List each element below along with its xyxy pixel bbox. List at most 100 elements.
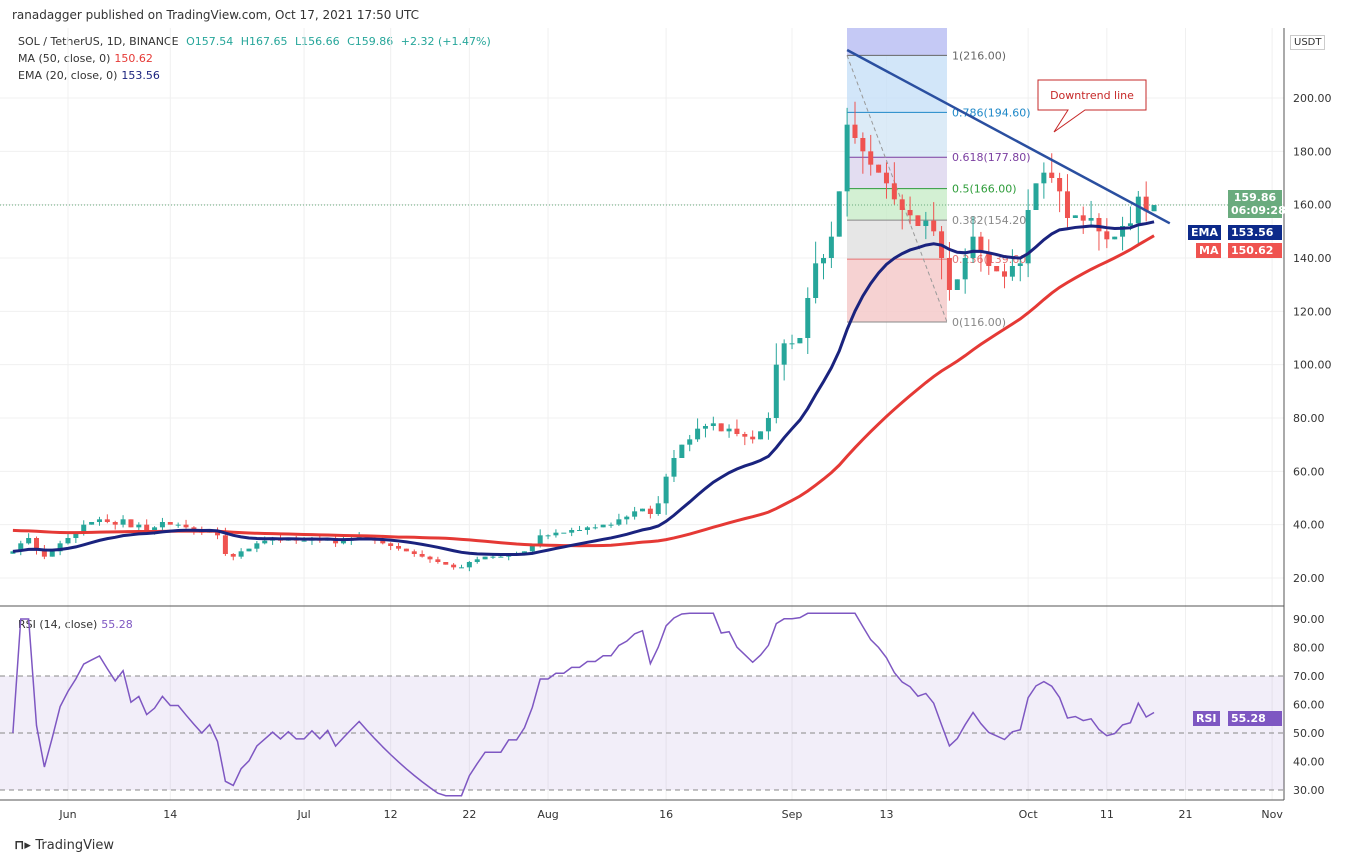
candle: [246, 548, 252, 552]
candle: [396, 545, 402, 549]
candle: [545, 535, 551, 537]
x-tick-label: Jun: [58, 808, 76, 821]
candle: [262, 540, 268, 544]
candle: [710, 423, 716, 426]
price-tick-label: 60.00: [1293, 465, 1325, 478]
candle: [175, 524, 181, 526]
candle: [702, 425, 708, 429]
published-info: ranadagger published on TradingView.com,…: [12, 8, 419, 22]
fib-zone: [847, 220, 947, 260]
fib-zone: [847, 28, 947, 56]
rsi-value: 55.28: [101, 618, 133, 631]
candle: [65, 537, 71, 544]
downtrend-line: [846, 48, 1171, 225]
candle: [96, 519, 102, 522]
candle: [577, 529, 583, 531]
candle: [1033, 183, 1039, 210]
price-tick-label: 120.00: [1293, 305, 1332, 318]
candle: [136, 524, 142, 528]
candle: [671, 457, 677, 477]
x-tick-label: Nov: [1261, 808, 1283, 821]
candle: [301, 540, 307, 542]
ohlc-high: H167.65: [240, 35, 288, 48]
candle: [128, 519, 134, 528]
price-tick-label: 20.00: [1293, 572, 1325, 585]
rsi-tick-label: 90.00: [1293, 613, 1325, 626]
candle: [537, 535, 543, 546]
ohlc-close: C159.86: [347, 35, 394, 48]
ema-tag: EMA: [1188, 225, 1221, 240]
rsi-tag: RSI: [1193, 711, 1220, 726]
ohlc-low: L156.66: [294, 35, 340, 48]
ma-tag: MA: [1196, 243, 1222, 258]
ema-axis-value: 153.56: [1228, 225, 1282, 240]
candle: [81, 524, 87, 533]
candle: [1127, 223, 1133, 226]
candle: [191, 527, 197, 530]
rsi-tick-label: 50.00: [1293, 727, 1325, 740]
rsi-tick-label: 70.00: [1293, 670, 1325, 683]
candle: [10, 551, 16, 554]
candle: [970, 236, 976, 258]
candle: [1002, 271, 1008, 277]
candle: [238, 551, 244, 557]
candle: [1112, 236, 1118, 240]
candle: [805, 297, 811, 338]
candle: [1151, 205, 1157, 212]
candle: [946, 257, 952, 290]
candle: [34, 537, 40, 549]
candle: [120, 519, 126, 525]
candle: [647, 508, 653, 514]
candle: [624, 516, 630, 520]
candle: [883, 172, 889, 184]
candle: [411, 551, 417, 554]
price-tick-label: 100.00: [1293, 359, 1332, 372]
fib-zone: [847, 157, 947, 189]
candle: [821, 257, 827, 264]
candle: [144, 524, 150, 530]
rsi-label: RSI (14, close): [18, 618, 98, 631]
fib-level-label: 1(216.00): [952, 49, 1006, 62]
fib-diagonal: [846, 55, 948, 323]
candle: [89, 521, 95, 525]
candle: [962, 257, 968, 280]
fib-level-label: 0.5(166.00): [952, 183, 1017, 196]
candle: [655, 503, 661, 514]
legend-ma: MA (50, close, 0) 150.62: [18, 52, 157, 65]
rsi-tick-label: 60.00: [1293, 699, 1325, 712]
candle: [435, 559, 441, 562]
candle: [742, 433, 748, 437]
candle: [891, 183, 897, 200]
callout-text: Downtrend line: [1050, 89, 1134, 102]
x-tick-label: Aug: [537, 808, 558, 821]
candle: [222, 535, 228, 554]
candle: [750, 436, 756, 440]
candle: [687, 439, 693, 445]
candle: [1096, 217, 1102, 232]
rsi-axis-value: 55.28: [1228, 711, 1282, 726]
rsi-tick-label: 30.00: [1293, 784, 1325, 797]
candle: [907, 209, 913, 216]
price-tick-label: 180.00: [1293, 145, 1332, 158]
candle: [254, 543, 260, 549]
candle: [1064, 191, 1070, 218]
candle: [726, 428, 732, 432]
candle: [640, 508, 645, 512]
ohlc-open: O157.54: [186, 35, 234, 48]
candle: [836, 191, 842, 237]
candle: [954, 279, 960, 290]
candle: [813, 263, 819, 298]
x-tick-label: 14: [163, 808, 177, 821]
candle: [1135, 196, 1141, 224]
fib-zone: [847, 188, 947, 221]
candle: [41, 548, 47, 557]
candle: [73, 532, 79, 538]
candle: [49, 551, 55, 557]
bar-countdown: 06:09:28: [1231, 204, 1286, 217]
legend-rsi: RSI (14, close) 55.28: [18, 618, 137, 631]
x-tick-label: Oct: [1019, 808, 1039, 821]
candle: [592, 527, 598, 529]
candle: [1057, 177, 1063, 192]
candle: [458, 567, 464, 569]
